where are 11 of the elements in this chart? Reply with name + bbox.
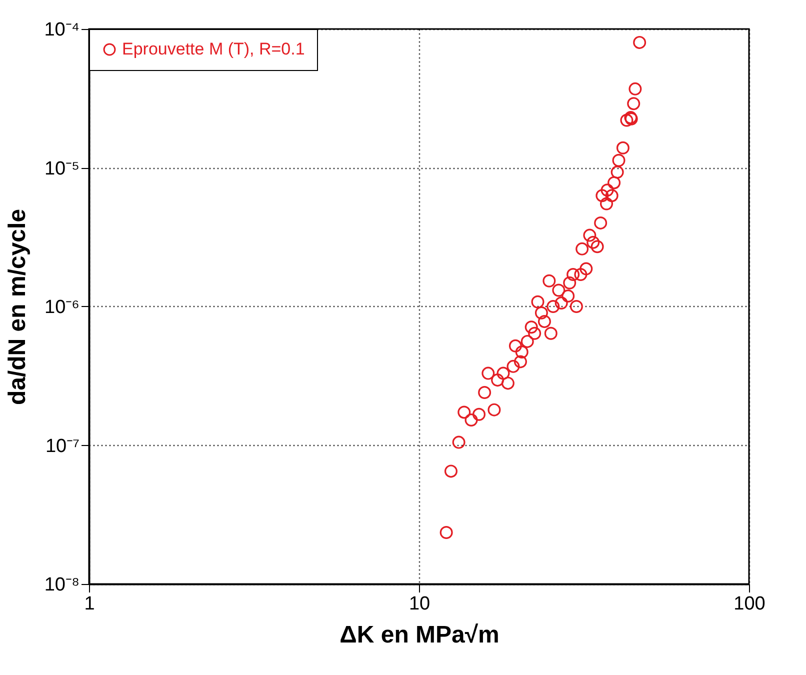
y-tick-label: 10⁻⁵ [44, 158, 80, 180]
y-tick-label: 10⁻⁸ [44, 574, 80, 596]
x-tick-label: 1 [84, 594, 95, 614]
x-axis-title: ΔK en MPa√m [340, 622, 500, 648]
y-tick-label: 10⁻⁴ [44, 20, 80, 40]
x-tick-label: 10 [408, 594, 430, 614]
x-tick-label: 100 [734, 594, 766, 614]
y-axis-title: da/dN en m/cycle [4, 208, 32, 406]
y-tick-label: 10⁻⁷ [45, 436, 80, 457]
legend-label: Eprouvette M (T), R=0.1 [122, 40, 305, 58]
y-tick-label: 10⁻⁶ [44, 297, 80, 318]
